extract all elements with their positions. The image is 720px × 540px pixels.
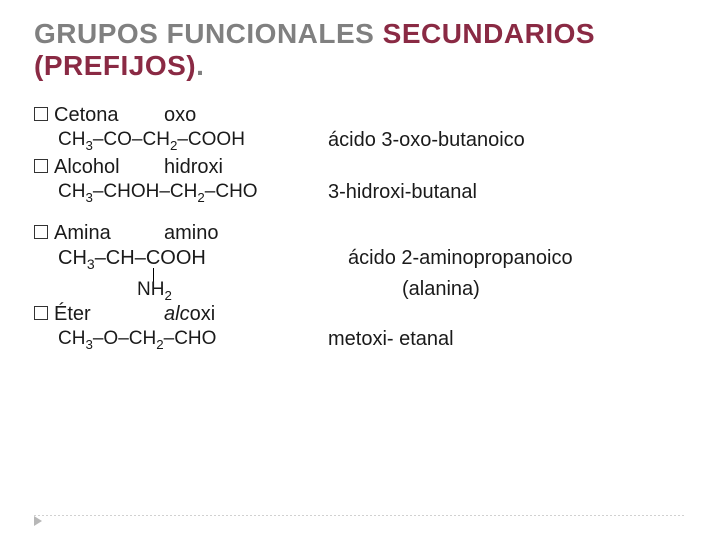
group-prefix: amino [164, 222, 218, 245]
group-name: Éter [54, 303, 164, 326]
title-gray: GRUPOS FUNCIONALES [34, 18, 374, 49]
sub: 2 [164, 288, 171, 303]
group-cetona: Cetona oxo [34, 104, 686, 127]
sub: 3 [85, 190, 92, 205]
group-name: Alcohol [54, 156, 164, 179]
title-dot: . [196, 50, 204, 81]
cetona-formula: CH3–CO–CH2–COOH [58, 129, 328, 152]
slide-title: GRUPOS FUNCIONALES SECUNDARIOS (PREFIJOS… [34, 18, 686, 82]
f: –COOH [177, 129, 245, 150]
footer-divider [34, 515, 686, 516]
amina-nh2: NH2 [137, 279, 172, 300]
cetona-formula-row: CH3–CO–CH2–COOH ácido 3-oxo-butanoico [34, 129, 686, 152]
group-name: Cetona [54, 104, 164, 127]
f: NH [137, 279, 164, 300]
sub: 3 [85, 337, 92, 352]
alcohol-formula-row: CH3–CHOH–CH2–CHO 3-hidroxi-butanal [34, 181, 686, 204]
bullet-box-icon [34, 159, 48, 173]
group-prefix: hidroxi [164, 156, 223, 179]
f: –CHO [205, 181, 258, 202]
amina-block: CH3–CH–COOH ácido 2-aminopropanoico NH2 … [34, 247, 686, 301]
amina-compound: ácido 2-aminopropanoico [348, 247, 573, 270]
group-eter: Éter alcoxi [34, 303, 686, 326]
eter-formula: CH3–O–CH2–CHO [58, 328, 328, 351]
amina-formula-row: CH3–CH–COOH ácido 2-aminopropanoico [34, 247, 686, 270]
f: –CH–COOH [95, 247, 206, 269]
alcohol-formula: CH3–CHOH–CH2–CHO [58, 181, 328, 204]
group-prefix: oxo [164, 104, 196, 127]
sub: 2 [156, 337, 163, 352]
eter-formula-row: CH3–O–CH2–CHO metoxi- etanal [34, 328, 686, 351]
sub: 2 [197, 190, 204, 205]
f: CH [58, 247, 87, 269]
group-prefix: alcoxi [164, 303, 215, 326]
cetona-compound: ácido 3-oxo-butanoico [328, 129, 525, 152]
f: CH [58, 181, 85, 202]
sub: 3 [85, 138, 92, 153]
slide: GRUPOS FUNCIONALES SECUNDARIOS (PREFIJOS… [0, 0, 720, 540]
bullet-box-icon [34, 306, 48, 320]
f: –O–CH [93, 328, 156, 349]
alcohol-compound: 3-hidroxi-butanal [328, 181, 477, 204]
f: –CO–CH [93, 129, 170, 150]
group-alcohol: Alcohol hidroxi [34, 156, 686, 179]
group-amina: Amina amino [34, 222, 686, 245]
footer-arrow-icon [34, 516, 42, 526]
prefix-plain: oxi [190, 303, 216, 325]
eter-compound: metoxi- etanal [328, 328, 454, 351]
f: CH [58, 129, 85, 150]
bullet-box-icon [34, 225, 48, 239]
f: –CHOH–CH [93, 181, 198, 202]
f: –CHO [164, 328, 217, 349]
content-area: Cetona oxo CH3–CO–CH2–COOH ácido 3-oxo-b… [34, 104, 686, 351]
bullet-box-icon [34, 107, 48, 121]
group-name: Amina [54, 222, 164, 245]
amina-formula: CH3–CH–COOH [58, 247, 348, 270]
prefix-italic: alc [164, 303, 190, 325]
amina-bond-row [34, 270, 686, 284]
f: CH [58, 328, 85, 349]
